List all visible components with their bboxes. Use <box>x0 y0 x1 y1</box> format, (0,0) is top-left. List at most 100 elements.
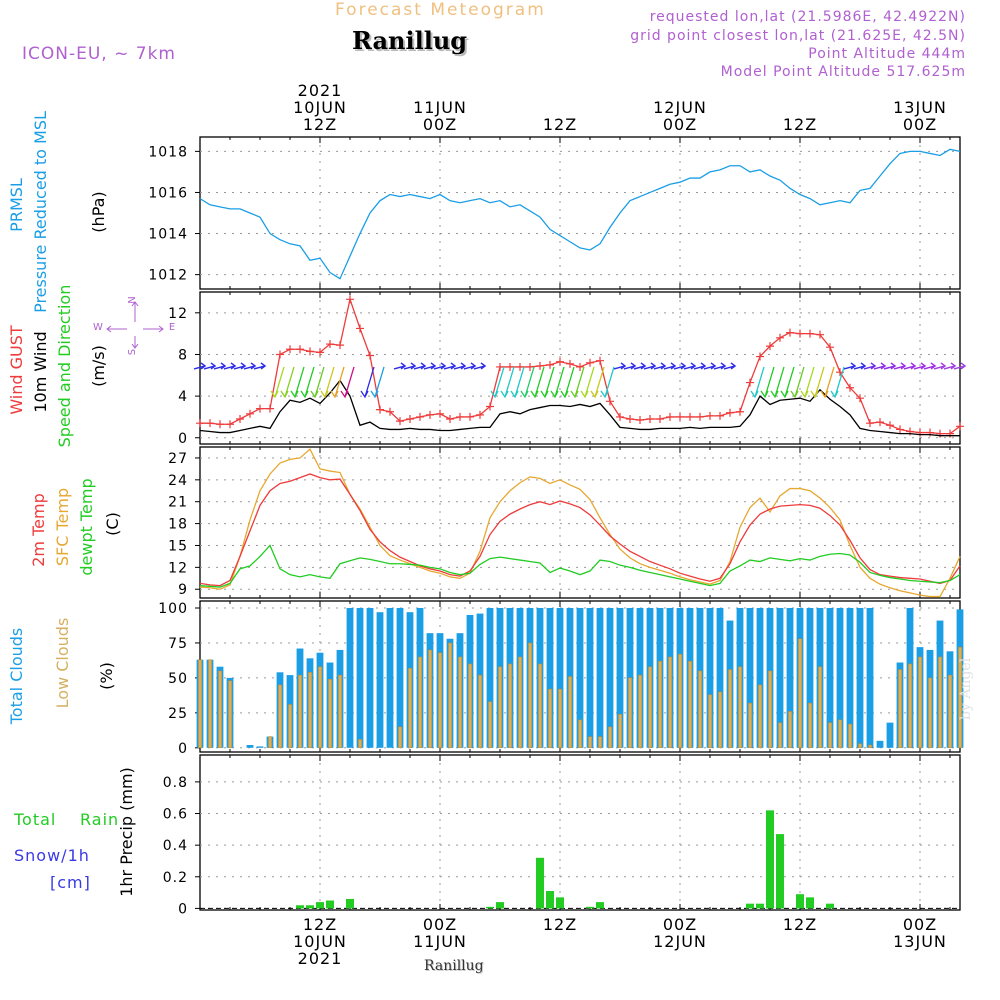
low-cloud-bar <box>398 726 403 749</box>
gust-marker <box>956 422 964 431</box>
wind-direction-arrow <box>893 362 907 370</box>
y-tick-label: 18 <box>168 517 188 533</box>
low-cloud-bar <box>828 722 833 749</box>
total-clouds-label: Total Clouds <box>7 628 26 726</box>
low-cloud-bar <box>698 670 703 749</box>
gust-marker <box>276 350 284 359</box>
compass-n-label: N <box>127 296 138 303</box>
gust-marker <box>606 397 614 406</box>
gust-marker <box>346 295 354 304</box>
y-tick-label: 15 <box>168 538 188 554</box>
point-altitude: Point Altitude 444m <box>808 46 966 62</box>
wind-direction-arrow <box>623 362 637 370</box>
time-label-top: 12Z <box>783 115 817 134</box>
station-title: Ranillug <box>352 26 468 55</box>
dewpoint-line <box>199 544 961 588</box>
low-cloud-bar <box>228 680 233 749</box>
wind-direction-arrow <box>923 362 937 370</box>
wind-direction-arrow <box>310 366 325 399</box>
gust-marker <box>266 404 274 413</box>
time-label-bottom: 2021 <box>298 949 343 968</box>
wind-direction-arrow <box>320 366 335 399</box>
panel-frame <box>199 446 961 599</box>
low-cloud-bar <box>538 663 543 749</box>
low-cloud-bar <box>568 676 573 749</box>
total-cloud-bar <box>586 607 594 748</box>
wind-direction-arrow <box>300 366 315 399</box>
gust-marker <box>196 419 204 428</box>
total-cloud-bar <box>866 607 874 748</box>
gust-marker <box>366 351 374 360</box>
wind-direction-arrow <box>393 362 407 370</box>
low-cloud-bar <box>608 726 613 749</box>
low-cloud-bar <box>748 702 753 749</box>
wind-direction-arrow <box>253 362 267 370</box>
total-cloud-bar <box>346 607 354 748</box>
gust-marker <box>416 412 424 421</box>
y-tick-label: 8 <box>178 347 188 363</box>
low-cloud-bar <box>728 669 733 749</box>
gust-marker <box>806 329 814 338</box>
low-cloud-bar <box>468 663 473 749</box>
grid-point-coords: grid point closest lon,lat (21.625E, 42.… <box>630 28 966 44</box>
low-cloud-bar <box>548 688 553 749</box>
y-tick-label: 1018 <box>148 144 188 160</box>
low-cloud-bar <box>338 674 343 749</box>
model-altitude: Model Point Altitude 517.625m <box>720 64 966 80</box>
wind-direction-arrow <box>580 366 595 399</box>
low-cloud-bar <box>788 711 793 749</box>
compass-icon <box>106 301 164 349</box>
snow-label: Snow/1h <box>14 846 90 865</box>
wind-direction-arrow <box>590 366 605 399</box>
gust-marker <box>846 383 854 392</box>
total-cloud-bar <box>486 607 494 748</box>
total-cloud-bar <box>776 607 784 748</box>
total-cloud-bar <box>396 607 404 748</box>
wind-direction-arrow <box>663 362 677 370</box>
gust-marker <box>686 412 694 421</box>
snow-unit-label: [cm] <box>50 873 91 892</box>
gust-marker <box>856 394 864 403</box>
gust-marker <box>326 340 334 349</box>
low-cloud-bar <box>908 663 913 749</box>
wind-direction-arrow <box>653 362 667 370</box>
low-cloud-bar <box>868 744 873 749</box>
low-cloud-bar <box>408 667 413 749</box>
gust-marker <box>296 345 304 354</box>
wind-line <box>199 379 960 437</box>
gust-marker <box>596 356 604 365</box>
low-cloud-bar <box>278 684 283 749</box>
total-cloud-bar <box>886 722 894 748</box>
wind-direction-arrow <box>810 366 825 399</box>
speed-direction-label: Speed and Direction <box>55 285 74 448</box>
rain-bar <box>296 905 304 909</box>
gust-marker <box>786 328 794 337</box>
gust-marker <box>226 420 234 429</box>
wind-direction-arrow <box>853 362 867 370</box>
total-cloud-bar <box>716 607 724 748</box>
gust-marker <box>766 342 774 351</box>
wind-direction-arrow <box>723 362 737 370</box>
low-cloud-bar <box>808 702 813 749</box>
wind-direction-arrow <box>820 366 835 399</box>
gust-marker <box>526 362 534 371</box>
low-cloud-bar <box>758 684 763 749</box>
wind-direction-arrow <box>560 366 575 399</box>
low-cloud-bar <box>948 674 953 749</box>
wind-direction-arrow <box>750 366 765 399</box>
wind-direction-arrow <box>863 362 877 370</box>
low-cloud-bar <box>318 666 323 749</box>
low-cloud-bar <box>518 656 523 749</box>
y-tick-label: 0.4 <box>163 838 188 854</box>
total-cloud-bar <box>826 607 834 748</box>
gust-marker <box>626 415 634 424</box>
rain-bar <box>796 894 804 909</box>
requested-coords: requested lon,lat (21.5986E, 42.4922N) <box>649 9 966 25</box>
time-label-bottom: 00Z <box>423 915 457 934</box>
time-label-bottom: 00Z <box>663 915 697 934</box>
low-cloud-bar <box>268 736 273 749</box>
wind-direction-arrow <box>913 362 927 370</box>
gust-marker <box>916 428 924 437</box>
rain-bar <box>586 906 594 909</box>
rain-bar <box>486 906 494 909</box>
